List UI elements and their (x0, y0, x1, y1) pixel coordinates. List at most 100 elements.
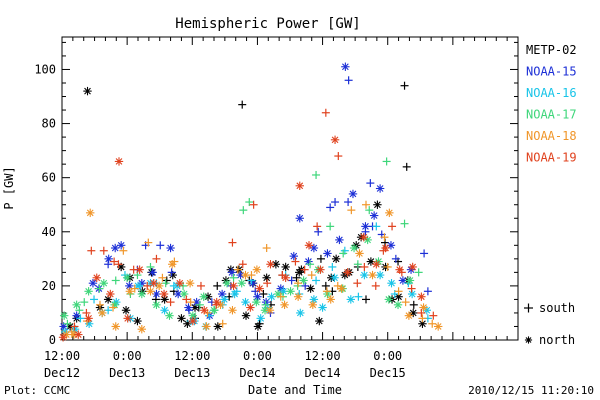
noaa-19-south-point (353, 279, 362, 288)
metp-02-south-point (316, 254, 325, 263)
noaa-17-north-point (199, 292, 208, 301)
noaa-19-south-point (371, 281, 380, 290)
noaa-18-north-point (419, 303, 428, 312)
noaa-17-south-point (229, 273, 238, 282)
noaa-16-south-point (354, 292, 363, 301)
noaa-15-north-point (369, 211, 379, 220)
noaa-17-north-point (99, 278, 108, 288)
noaa-17-north-point (299, 276, 308, 285)
noaa-17-north-point (252, 297, 261, 307)
noaa-16-south-point (232, 287, 241, 296)
noaa-17-south-point (111, 276, 120, 285)
metp-02-south-point (402, 162, 411, 171)
noaa-18-south-point (383, 262, 392, 271)
noaa-17-north-point (384, 295, 393, 304)
noaa-15-north-point (166, 243, 175, 253)
noaa-19-south-point (196, 281, 205, 290)
noaa-19-south-point (70, 322, 79, 331)
metp-02-north-point (133, 316, 142, 326)
noaa-18-south-point (418, 314, 427, 323)
noaa-19-south-point (238, 260, 247, 269)
metp-02-north-point (373, 200, 382, 209)
noaa-19-north-point (74, 330, 83, 339)
noaa-18-south-point (170, 257, 179, 266)
x-tick-label-time: 12:00 (174, 349, 210, 363)
noaa-16-north-point (360, 270, 369, 280)
noaa-15-south-point (314, 227, 323, 236)
noaa-15-north-point (72, 311, 81, 320)
noaa-19-north-point (149, 278, 158, 288)
noaa-16-north-point (346, 295, 355, 304)
noaa-19-south-point (129, 265, 138, 274)
noaa-17-south-point (382, 157, 391, 166)
metp-02-south-point (321, 281, 330, 290)
noaa-18-south-point (276, 292, 285, 301)
noaa-17-south-point (326, 222, 335, 231)
noaa-19-south-point (87, 246, 96, 255)
noaa-16-north-point (387, 278, 396, 288)
noaa-18-south-point (218, 319, 227, 328)
noaa-17-south-point (414, 268, 423, 277)
legend-item-noaa-16: NOAA-16 (526, 86, 577, 100)
noaa-15-south-point (301, 281, 310, 290)
noaa-15-north-point (148, 268, 157, 277)
marker-key-south: south (524, 301, 575, 315)
noaa-17-south-point (245, 198, 254, 207)
noaa-19-south-point (82, 308, 91, 317)
metp-02-north-point (281, 262, 290, 272)
x-tick-label-date: Dec14 (305, 366, 341, 380)
noaa-18-south-point (294, 279, 303, 288)
noaa-17-south-point (312, 170, 321, 179)
noaa-19-north-point (84, 314, 93, 323)
legend: METP-02 NOAA-15 NOAA-16 NOAA-17 NOAA-18 NOAA-… (526, 43, 577, 165)
noaa-19-south-point (263, 279, 272, 288)
noaa-19-south-point (249, 200, 258, 209)
noaa-19-south-point (291, 257, 300, 266)
noaa-17-north-point (405, 276, 415, 285)
noaa-16-south-point (90, 295, 99, 304)
noaa-18-north-point (337, 284, 346, 293)
noaa-19-south-point (114, 260, 123, 269)
noaa-19-south-point (417, 308, 426, 317)
noaa-18-south-point (144, 238, 153, 247)
noaa-15-north-point (173, 289, 183, 299)
noaa-18-south-point (186, 298, 195, 307)
noaa-17-south-point (306, 260, 315, 269)
noaa-19-south-point (212, 300, 221, 309)
noaa-18-south-point (362, 200, 370, 209)
y-tick-label: 80 (42, 117, 56, 131)
noaa-17-north-point (84, 287, 93, 296)
plot-credit: Plot: CCMC (4, 384, 70, 397)
noaa-16-north-point (220, 295, 229, 304)
noaa-18-north-point (125, 287, 135, 296)
noaa-19-north-point (200, 306, 209, 315)
noaa-18-south-point (380, 233, 389, 242)
data-points (58, 62, 443, 342)
noaa-18-south-point (130, 284, 139, 293)
noaa-19-north-point (246, 303, 255, 312)
metp-02-north-point (409, 308, 418, 318)
noaa-15-north-point (375, 184, 385, 193)
noaa-19-south-point (313, 222, 322, 231)
noaa-19-north-point (229, 281, 238, 291)
x-tick-label-date: Dec13 (109, 366, 145, 380)
noaa-18-north-point (434, 322, 443, 331)
noaa-17-south-point (353, 260, 362, 269)
noaa-16-north-point (241, 297, 250, 307)
noaa-18-north-point (111, 322, 120, 331)
noaa-15-north-point (125, 281, 134, 291)
x-tick-label-time: 0:00 (243, 349, 272, 363)
x-tick-label-date: Dec14 (239, 366, 275, 380)
noaa-15-north-point (398, 276, 408, 285)
noaa-19-north-point (343, 268, 352, 277)
noaa-17-south-point (400, 219, 409, 228)
noaa-18-south-point (247, 271, 256, 280)
noaa-18-north-point (185, 278, 195, 288)
chart-title: Hemispheric Power [GW] (175, 16, 360, 32)
noaa-18-north-point (137, 324, 146, 334)
noaa-16-north-point (296, 308, 305, 318)
metp-02-south-point (255, 319, 264, 328)
metp-02-south-point (259, 290, 268, 299)
noaa-19-south-point (407, 284, 416, 293)
noaa-15-north-point (341, 62, 350, 71)
